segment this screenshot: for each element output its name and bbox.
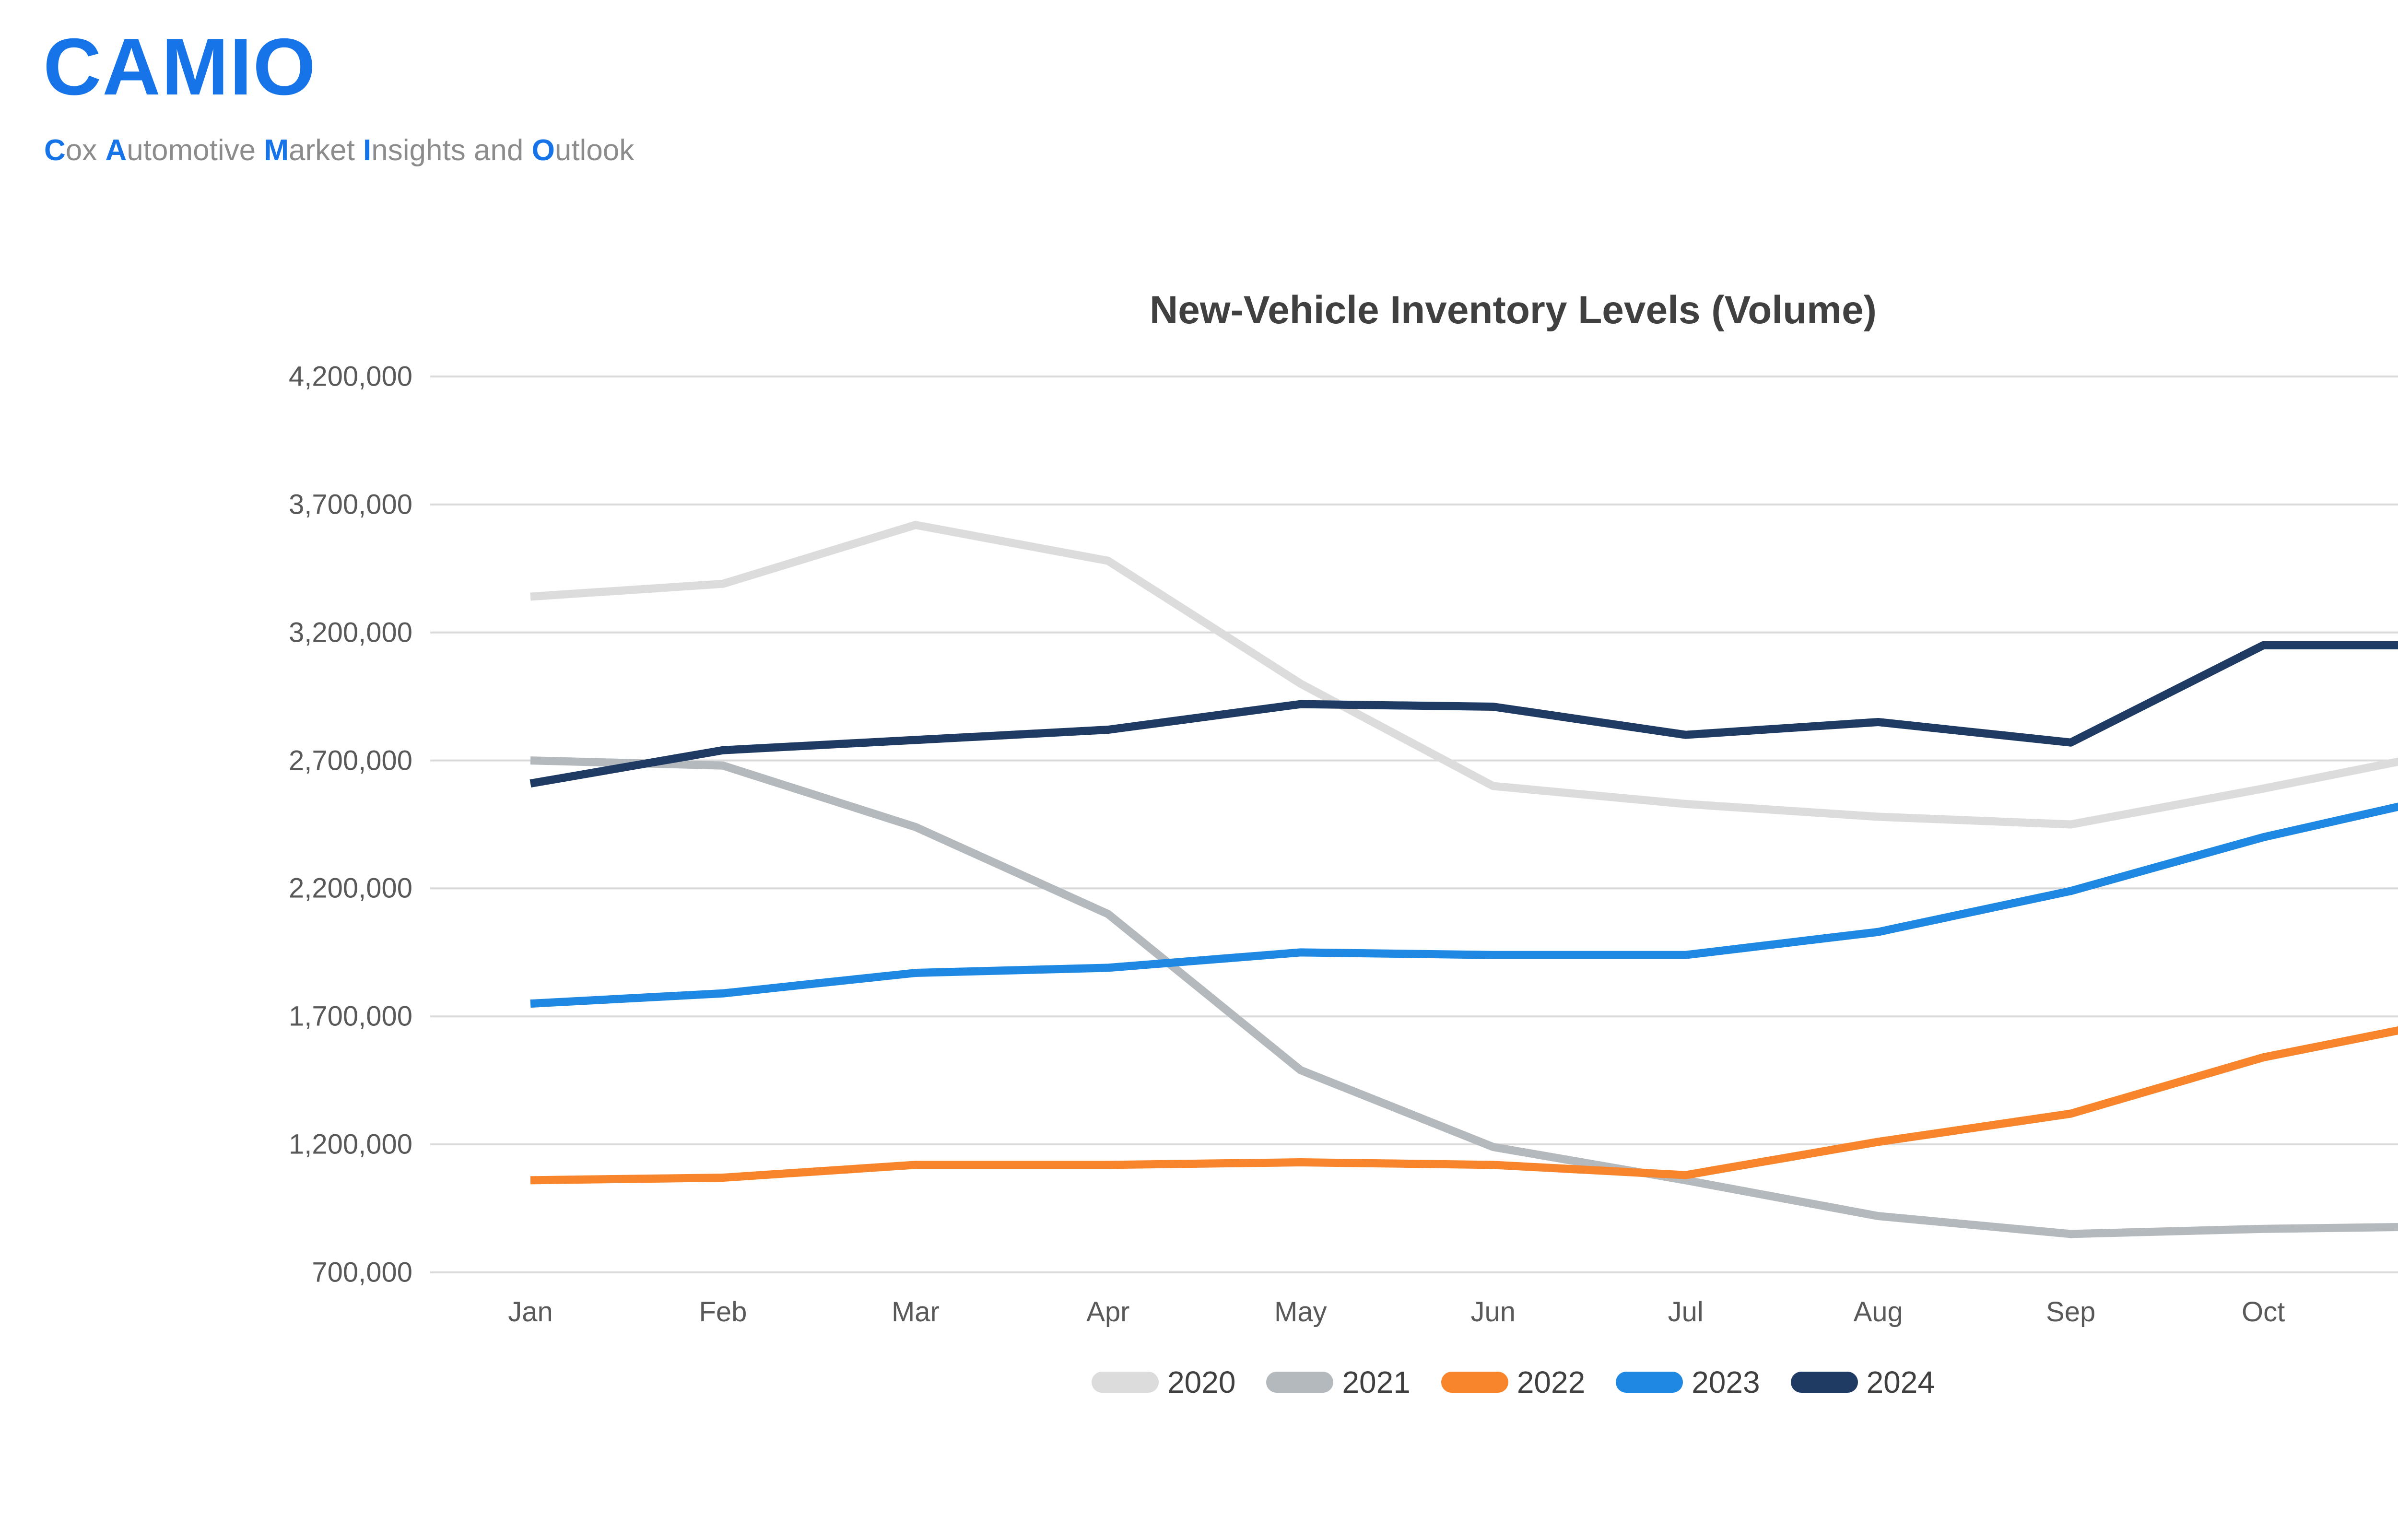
subtitle-highlight-letter: A <box>105 134 127 167</box>
subtitle-highlight-letter: C <box>44 134 66 167</box>
subtitle-text: utlook <box>554 134 635 167</box>
legend-item-2020: 2020 <box>1092 1367 1235 1398</box>
x-tick-label-Oct: Oct <box>2241 1296 2285 1328</box>
legend-item-2024: 2024 <box>1790 1365 1935 1399</box>
legend-swatch-2021 <box>1266 1372 1334 1393</box>
y-tick-label-3,700,000: 3,700,000 <box>288 489 412 520</box>
x-tick-label-Jul: Jul <box>1668 1296 1704 1328</box>
chart-title: New-Vehicle Inventory Levels (Volume) <box>1150 288 1877 332</box>
subtitle-text: arket <box>288 134 364 167</box>
x-tick-label-Aug: Aug <box>1853 1296 1903 1328</box>
subtitle-text: utomotive <box>127 134 264 167</box>
subtitle-highlight-letter: I <box>363 134 372 167</box>
legend-label-2023: 2023 <box>1692 1365 1760 1399</box>
legend-label-2020: 2020 <box>1167 1365 1236 1399</box>
legend-label-2024: 2024 <box>1866 1365 1935 1399</box>
legend-swatch-2024 <box>1790 1372 1858 1393</box>
legend-swatch-2022 <box>1441 1372 1508 1393</box>
camio-logo: CAMIO <box>43 22 317 112</box>
y-tick-label-1,200,000: 1,200,000 <box>288 1129 412 1160</box>
chart-legend: 2020 2021 2022 2023 2024 <box>432 1367 2398 1398</box>
y-tick-label-3,200,000: 3,200,000 <box>288 617 412 648</box>
camio-subtitle: Cox Automotive Market Insights and Outlo… <box>44 133 634 167</box>
legend-label-2022: 2022 <box>1516 1365 1586 1399</box>
subtitle-text: nsights and <box>371 134 532 167</box>
x-tick-label-Nov: Nov <box>2384 1296 2398 1328</box>
x-tick-label-Jan: Jan <box>508 1296 553 1328</box>
legend-item-2022: 2022 <box>1441 1367 1585 1398</box>
x-tick-label-Feb: Feb <box>699 1296 747 1328</box>
x-tick-label-Sep: Sep <box>2046 1296 2096 1328</box>
series-line-2021 <box>530 756 2398 1238</box>
legend-label-2021: 2021 <box>1342 1365 1411 1399</box>
legend-swatch-2020 <box>1092 1372 1159 1393</box>
series-line-2023 <box>530 802 2398 1008</box>
y-tick-label-1,700,000: 1,700,000 <box>288 1000 412 1032</box>
legend-swatch-2023 <box>1616 1372 1683 1393</box>
subtitle-highlight-letter: M <box>264 134 289 167</box>
legend-item-2021: 2021 <box>1266 1365 1411 1399</box>
x-tick-label-Jun: Jun <box>1470 1296 1516 1328</box>
series-line-2024 <box>529 641 2398 788</box>
legend-item-2023: 2023 <box>1616 1367 1760 1398</box>
x-tick-label-May: May <box>1274 1296 1327 1328</box>
y-tick-label-700,000: 700,000 <box>312 1257 412 1288</box>
y-tick-label-4,200,000: 4,200,000 <box>288 361 412 392</box>
x-tick-label-Mar: Mar <box>891 1296 940 1328</box>
series-line-2020 <box>530 521 2398 829</box>
subtitle-highlight-letter: O <box>531 134 555 167</box>
subtitle-text: ox <box>65 134 106 167</box>
y-tick-label-2,200,000: 2,200,000 <box>288 872 412 904</box>
y-tick-label-2,700,000: 2,700,000 <box>288 745 412 776</box>
series-line-2022 <box>530 1026 2398 1185</box>
x-tick-label-Apr: Apr <box>1086 1296 1130 1328</box>
